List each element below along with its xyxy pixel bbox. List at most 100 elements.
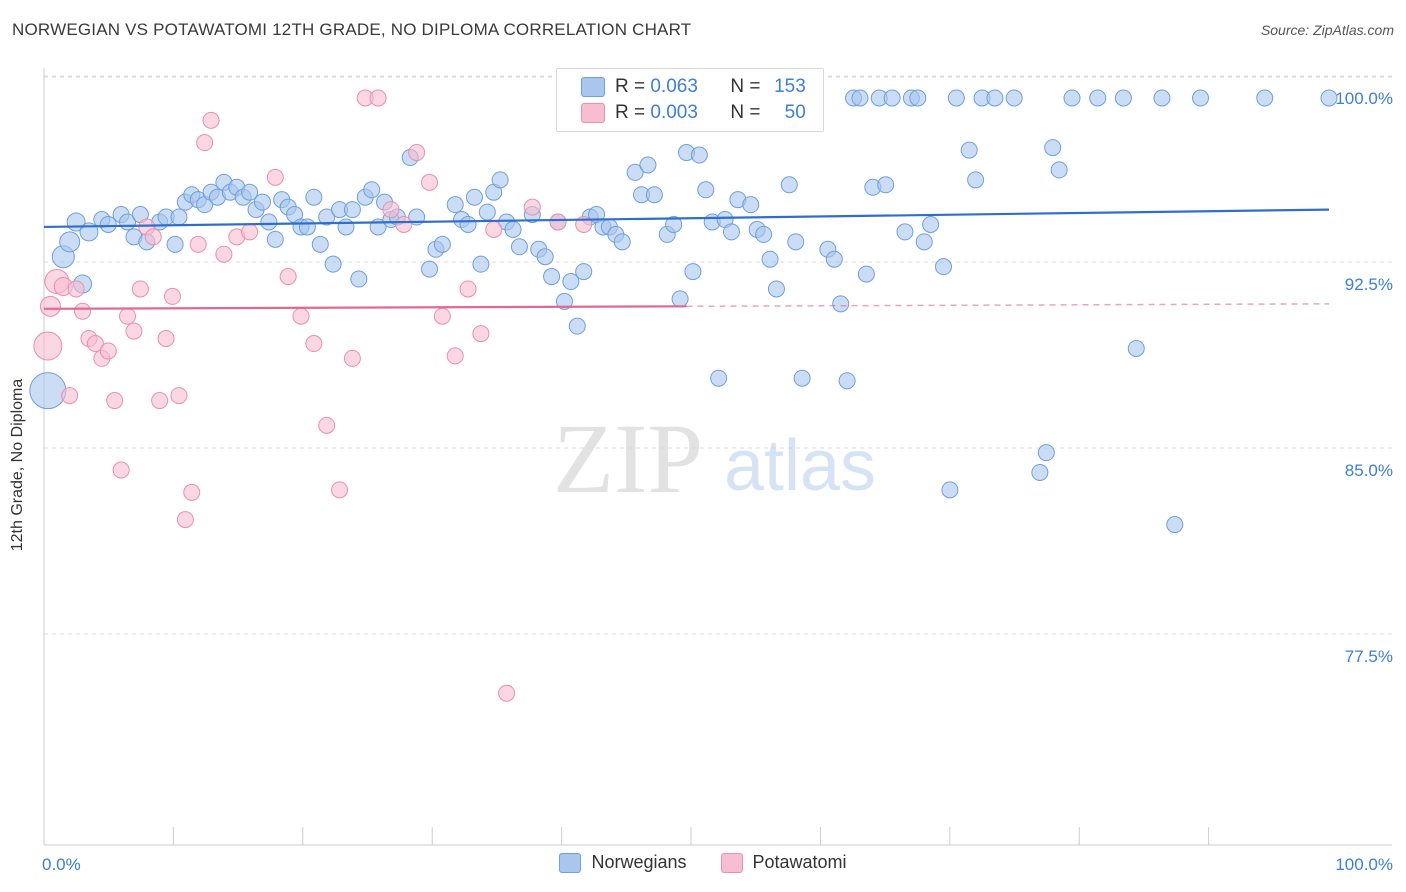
watermark: ZIP atlas <box>553 403 876 514</box>
points-layer <box>29 89 1338 702</box>
norwegian-point <box>324 255 342 273</box>
source-label: Source: ZipAtlas.com <box>1260 22 1394 38</box>
norwegian-point <box>266 230 284 248</box>
norwegian-point <box>909 89 927 107</box>
legend-item-norwegians: Norwegians <box>559 852 687 873</box>
norwegian-point <box>99 215 117 233</box>
norwegian-point <box>433 235 451 253</box>
potawatomi-point <box>119 307 137 325</box>
series-legend: Norwegians Potawatomi <box>0 852 1406 873</box>
norwegian-point <box>421 260 438 278</box>
legend-n-label: N = <box>730 76 761 97</box>
legend-n-value: 153 <box>774 76 806 97</box>
y-axis-title: 12th Grade, No Diploma <box>9 378 26 552</box>
legend-r-label: R = <box>615 102 646 123</box>
potawatomi-point <box>433 307 451 325</box>
norwegian-point <box>883 89 901 107</box>
norwegian-point <box>1050 161 1068 179</box>
norwegian-point <box>311 235 329 253</box>
norwegian-point <box>298 218 316 236</box>
potawatomi-point <box>343 349 361 367</box>
potawatomi-point <box>549 213 567 231</box>
norwegian-point <box>536 248 554 266</box>
potawatomi-point <box>170 387 188 405</box>
norwegian-point <box>241 183 259 201</box>
potawatomi-point <box>331 481 349 499</box>
norwegian-point <box>935 258 952 276</box>
legend-n-value: 50 <box>784 102 806 123</box>
potawatomi-point <box>112 461 130 479</box>
potawatomi-point <box>395 215 413 233</box>
chart-title: NORWEGIAN VS POTAWATOMI 12TH GRADE, NO D… <box>12 20 692 39</box>
norwegian-point <box>253 193 271 211</box>
potawatomi-point <box>305 335 323 353</box>
norwegian-point <box>510 238 528 256</box>
norwegian-point <box>260 213 278 231</box>
watermark-zip: ZIP <box>553 403 703 514</box>
norwegian-point <box>986 89 1004 107</box>
potawatomi-point <box>202 111 220 129</box>
norwegian-point <box>613 233 631 251</box>
norwegian-point <box>684 263 702 281</box>
trend-line-1 <box>43 305 687 310</box>
y-tick-label: 77.5% <box>1345 647 1393 666</box>
potawatomi-point <box>369 89 387 107</box>
norwegian-point <box>350 270 368 288</box>
norwegian-point <box>851 89 869 107</box>
norwegian-point <box>645 186 663 204</box>
potawatomi-point <box>292 307 310 325</box>
potawatomi-point <box>183 483 201 501</box>
norwegian-point <box>626 163 644 181</box>
norwegian-point <box>1114 89 1132 107</box>
norwegian-point <box>337 218 355 236</box>
legend-n-label: N = <box>730 102 761 123</box>
potawatomi-point <box>106 392 124 410</box>
potawatomi-point <box>151 392 169 410</box>
norwegian-point <box>491 171 509 189</box>
norwegian-point <box>166 235 184 253</box>
legend-swatch-norwegians <box>559 852 582 873</box>
norwegian-point <box>1089 89 1107 107</box>
label-layer: 77.5% 85.0% 92.5% 100.0% 0.0% 100.0% <box>42 89 1393 874</box>
norwegian-point <box>767 280 785 298</box>
norwegian-point <box>29 372 67 410</box>
potawatomi-point <box>196 134 214 152</box>
legend-label-norwegians: Norwegians <box>591 852 687 872</box>
watermark-atlas: atlas <box>724 426 876 506</box>
norwegian-point <box>665 215 683 233</box>
potawatomi-point <box>318 416 336 434</box>
norwegian-point <box>555 292 573 310</box>
norwegian-point <box>363 181 381 199</box>
norwegian-point <box>793 369 811 387</box>
potawatomi-point <box>485 220 503 238</box>
norwegian-point <box>967 171 985 189</box>
legend-swatch-potawatomi <box>720 852 743 873</box>
norwegian-point <box>787 233 805 251</box>
norwegian-point <box>755 225 773 243</box>
norwegian-point <box>59 231 81 253</box>
norwegian-point <box>960 141 978 159</box>
potawatomi-point <box>266 168 284 186</box>
stats-legend: R = 0.063 N = 153 R = 0.003 N = 50 <box>556 68 824 132</box>
norwegian-point <box>780 176 798 194</box>
potawatomi-point <box>157 330 175 348</box>
potawatomi-point <box>523 198 541 216</box>
potawatomi-point <box>421 173 438 191</box>
norwegian-point <box>857 265 875 283</box>
norwegian-point <box>1031 463 1049 481</box>
norwegian-point <box>343 201 361 219</box>
potawatomi-point <box>86 335 104 353</box>
norwegian-point <box>877 176 895 194</box>
potawatomi-point <box>39 295 61 317</box>
legend-label-potawatomi: Potawatomi <box>752 852 847 872</box>
norwegian-point <box>947 89 965 107</box>
norwegian-point <box>1037 444 1055 462</box>
norwegian-point <box>761 250 779 268</box>
norwegian-point <box>1166 516 1184 534</box>
potawatomi-point <box>498 684 516 702</box>
potawatomi-point <box>99 342 117 360</box>
potawatomi-point <box>131 280 149 298</box>
potawatomi-point <box>241 223 259 241</box>
norwegian-point <box>170 208 188 226</box>
norwegian-point <box>459 215 477 233</box>
